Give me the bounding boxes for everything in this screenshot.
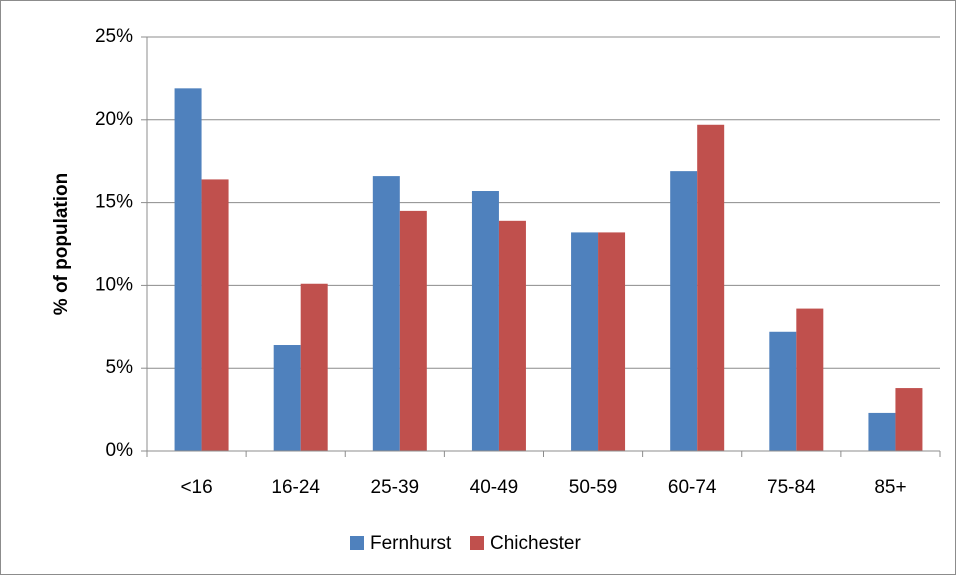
bar bbox=[273, 345, 301, 451]
x-tick-label: 75-84 bbox=[767, 477, 816, 498]
bar bbox=[300, 283, 328, 451]
bar bbox=[670, 171, 698, 452]
bar bbox=[201, 179, 229, 451]
y-tick-label: 20% bbox=[95, 109, 133, 130]
bar bbox=[598, 232, 626, 451]
bar bbox=[697, 124, 725, 451]
bar bbox=[868, 412, 896, 451]
bar bbox=[571, 232, 599, 451]
bar bbox=[471, 191, 499, 451]
x-tick-label: 50-59 bbox=[569, 477, 618, 498]
y-tick-label: 25% bbox=[95, 26, 133, 47]
y-axis-label: % of population bbox=[51, 173, 72, 315]
bar bbox=[174, 88, 202, 451]
x-tick-label: 25-39 bbox=[371, 477, 420, 498]
bar bbox=[372, 176, 400, 451]
legend-label: Fernhurst bbox=[370, 533, 452, 554]
legend-swatch bbox=[350, 536, 364, 550]
y-tick-label: 5% bbox=[106, 357, 134, 378]
x-tick-label: 40-49 bbox=[470, 477, 519, 498]
x-tick-label: 60-74 bbox=[668, 477, 717, 498]
y-tick-label: 0% bbox=[106, 440, 134, 461]
bar bbox=[769, 331, 797, 451]
bar bbox=[895, 388, 923, 451]
legend-label: Chichester bbox=[490, 533, 581, 554]
x-tick-label: <16 bbox=[180, 477, 212, 498]
bar bbox=[399, 210, 427, 451]
x-tick-label: 85+ bbox=[874, 477, 906, 498]
legend-swatch bbox=[470, 536, 484, 550]
x-tick-label: 16-24 bbox=[271, 477, 320, 498]
bar bbox=[796, 308, 824, 451]
y-tick-label: 10% bbox=[95, 274, 133, 295]
y-tick-label: 15% bbox=[95, 192, 133, 213]
bar bbox=[498, 220, 526, 451]
